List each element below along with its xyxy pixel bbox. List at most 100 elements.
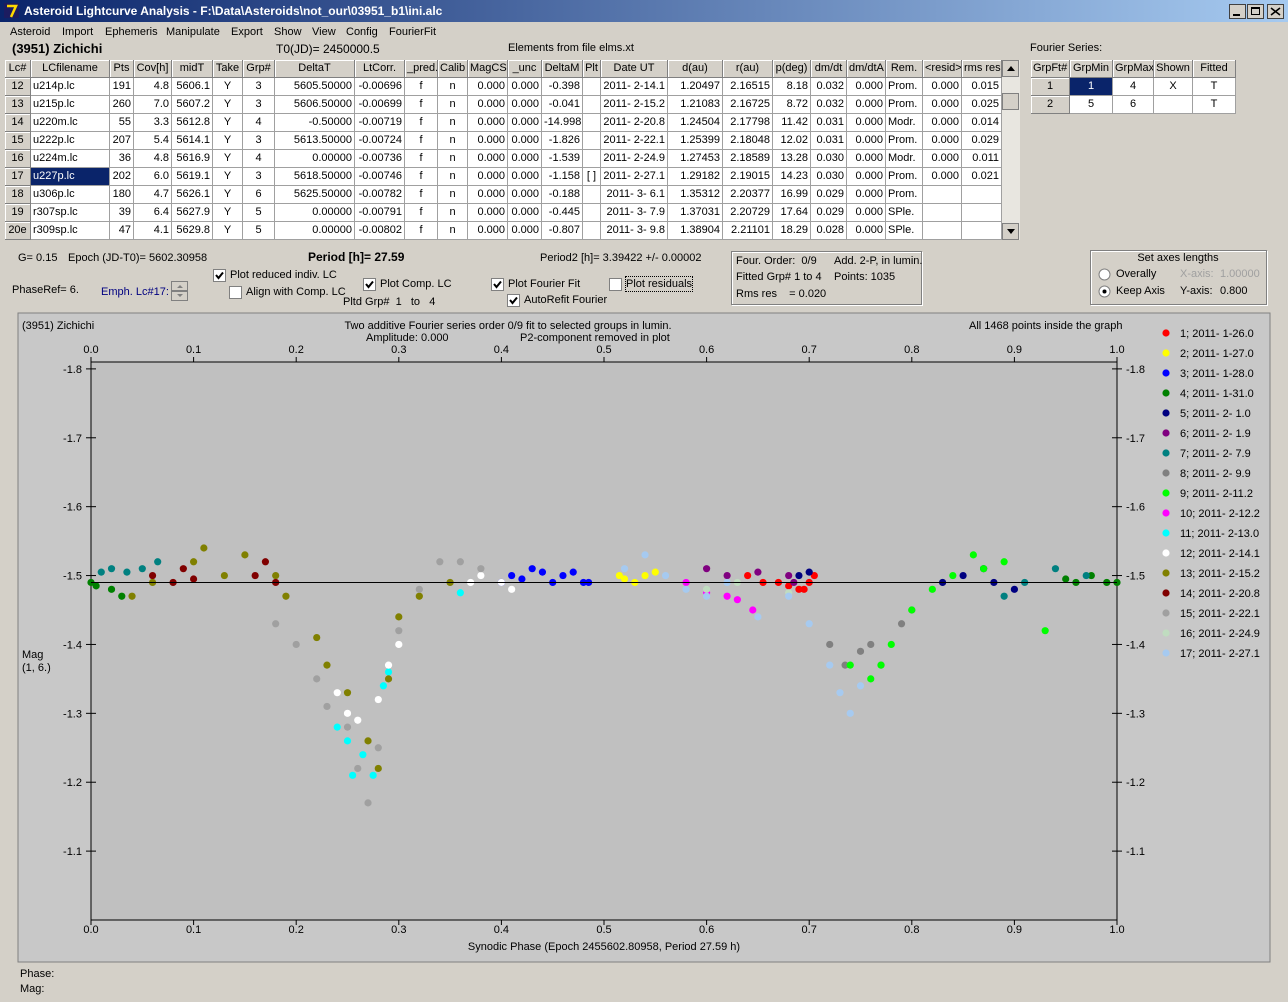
table-cell[interactable]: n: [438, 132, 468, 150]
menu-item[interactable]: Config: [346, 26, 378, 38]
table-cell[interactable]: 2.20729: [723, 204, 773, 222]
table-cell[interactable]: 0.000: [923, 114, 962, 132]
table-cell[interactable]: 0.011: [962, 150, 1002, 168]
radio[interactable]: [1098, 285, 1111, 298]
fourier-cell[interactable]: T: [1193, 96, 1236, 114]
menu-item[interactable]: Asteroid: [10, 26, 51, 38]
table-cell[interactable]: 5627.9: [172, 204, 213, 222]
table-header[interactable]: rms res: [962, 60, 1002, 78]
table-cell[interactable]: Y: [213, 204, 243, 222]
table-cell[interactable]: 1.38904: [668, 222, 723, 240]
table-cell[interactable]: Prom.: [886, 186, 923, 204]
table-cell[interactable]: 47: [110, 222, 134, 240]
checkbox[interactable]: [609, 278, 622, 291]
fourier-cell[interactable]: 1: [1031, 78, 1070, 96]
table-cell[interactable]: 11.42: [773, 114, 811, 132]
table-header[interactable]: DeltaT: [275, 60, 355, 78]
table-cell[interactable]: u220m.lc: [31, 114, 110, 132]
menu-item[interactable]: Manipulate: [166, 26, 220, 38]
table-cell[interactable]: 5606.50000: [275, 96, 355, 114]
table-cell[interactable]: n: [438, 96, 468, 114]
row-header[interactable]: 14: [5, 114, 31, 132]
table-cell[interactable]: 1.21083: [668, 96, 723, 114]
table-cell[interactable]: 1.35312: [668, 186, 723, 204]
table-header[interactable]: DeltaM: [542, 60, 583, 78]
table-cell[interactable]: 2.17798: [723, 114, 773, 132]
table-cell[interactable]: 2011- 2-20.8: [601, 114, 668, 132]
table-cell[interactable]: f: [405, 132, 438, 150]
menu-item[interactable]: View: [312, 26, 336, 38]
table-cell[interactable]: 0.000: [468, 78, 508, 96]
table-cell[interactable]: f: [405, 168, 438, 186]
table-cell[interactable]: n: [438, 150, 468, 168]
table-cell[interactable]: 2011- 2-15.2: [601, 96, 668, 114]
table-cell[interactable]: [962, 186, 1002, 204]
table-cell[interactable]: 2011- 2-24.9: [601, 150, 668, 168]
table-cell[interactable]: 5625.50000: [275, 186, 355, 204]
table-cell[interactable]: 5613.50000: [275, 132, 355, 150]
table-cell[interactable]: 1.24504: [668, 114, 723, 132]
table-cell[interactable]: [ ]: [583, 168, 601, 186]
table-cell[interactable]: 0.000: [923, 78, 962, 96]
table-cell[interactable]: 5616.9: [172, 150, 213, 168]
table-cell[interactable]: n: [438, 204, 468, 222]
table-cell[interactable]: 5612.8: [172, 114, 213, 132]
table-cell[interactable]: Y: [213, 132, 243, 150]
table-header[interactable]: r(au): [723, 60, 773, 78]
table-cell[interactable]: 0.015: [962, 78, 1002, 96]
table-cell[interactable]: 0.014: [962, 114, 1002, 132]
table-cell[interactable]: 4.8: [134, 78, 172, 96]
checkbox-label[interactable]: Plot residuals: [624, 276, 694, 292]
table-cell[interactable]: 0.000: [847, 96, 886, 114]
table-cell[interactable]: 0.000: [847, 222, 886, 240]
table-cell[interactable]: -0.188: [542, 186, 583, 204]
table-cell[interactable]: -0.445: [542, 204, 583, 222]
fourier-cell[interactable]: 6: [1113, 96, 1154, 114]
table-cell[interactable]: Modr.: [886, 114, 923, 132]
table-cell[interactable]: 5618.50000: [275, 168, 355, 186]
scrollbar[interactable]: [1002, 60, 1020, 240]
row-header[interactable]: 18: [5, 186, 31, 204]
table-cell[interactable]: 2.21101: [723, 222, 773, 240]
table-cell[interactable]: u224m.lc: [31, 150, 110, 168]
table-cell[interactable]: 55: [110, 114, 134, 132]
table-cell[interactable]: 3: [243, 132, 275, 150]
table-cell[interactable]: 0.000: [468, 114, 508, 132]
table-header[interactable]: _unc: [508, 60, 542, 78]
table-cell[interactable]: -0.398: [542, 78, 583, 96]
table-cell[interactable]: 6: [243, 186, 275, 204]
menu-item[interactable]: Ephemeris: [105, 26, 158, 38]
table-cell[interactable]: 6.4: [134, 204, 172, 222]
table-header[interactable]: Date UT: [601, 60, 668, 78]
table-cell[interactable]: Y: [213, 96, 243, 114]
table-header[interactable]: p(deg): [773, 60, 811, 78]
table-cell[interactable]: 0.000: [847, 114, 886, 132]
table-cell[interactable]: 14.23: [773, 168, 811, 186]
table-cell[interactable]: 1.20497: [668, 78, 723, 96]
table-cell[interactable]: 5.4: [134, 132, 172, 150]
y-axis-value[interactable]: 0.800: [1220, 285, 1248, 297]
table-cell[interactable]: [583, 204, 601, 222]
fourier-cell[interactable]: 2: [1031, 96, 1070, 114]
table-cell[interactable]: 0.000: [508, 186, 542, 204]
table-header[interactable]: midT: [172, 60, 213, 78]
row-header[interactable]: 15: [5, 132, 31, 150]
table-cell[interactable]: -0.041: [542, 96, 583, 114]
table-cell[interactable]: 3: [243, 168, 275, 186]
table-cell[interactable]: [583, 132, 601, 150]
table-cell[interactable]: 0.032: [811, 96, 847, 114]
table-cell[interactable]: 2011- 2-14.1: [601, 78, 668, 96]
fourier-header[interactable]: Fitted: [1193, 60, 1236, 78]
menu-item[interactable]: Show: [274, 26, 302, 38]
table-cell[interactable]: 5626.1: [172, 186, 213, 204]
table-cell[interactable]: 2011- 2-22.1: [601, 132, 668, 150]
table-cell[interactable]: 2.18048: [723, 132, 773, 150]
spinner[interactable]: [171, 281, 189, 301]
table-cell[interactable]: -0.00791: [355, 204, 405, 222]
checkbox-label[interactable]: AutoRefit Fourier: [524, 294, 608, 306]
table-cell[interactable]: 0.000: [923, 96, 962, 114]
table-cell[interactable]: f: [405, 96, 438, 114]
fourier-cell[interactable]: 4: [1113, 78, 1154, 96]
table-cell[interactable]: f: [405, 114, 438, 132]
table-cell[interactable]: f: [405, 186, 438, 204]
